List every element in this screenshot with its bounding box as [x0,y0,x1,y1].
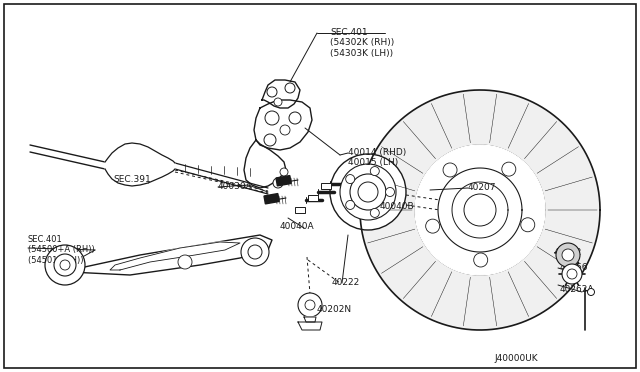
Text: SEC.401
(54302K (RH))
(54303K (LH)): SEC.401 (54302K (RH)) (54303K (LH)) [330,28,394,58]
Circle shape [280,125,290,135]
Circle shape [385,187,394,196]
Circle shape [415,145,545,275]
Circle shape [280,168,288,176]
Circle shape [562,264,582,284]
Bar [295,207,305,213]
Circle shape [426,219,440,233]
Circle shape [274,98,282,106]
Polygon shape [105,143,175,186]
Circle shape [264,134,276,146]
Circle shape [358,182,378,202]
Circle shape [330,154,406,230]
Polygon shape [110,242,240,270]
Circle shape [371,167,380,176]
Text: 40202N: 40202N [317,305,352,314]
Circle shape [285,83,295,93]
Circle shape [289,112,301,124]
Text: SEC.391: SEC.391 [113,175,151,184]
Text: 40014 (RHD)
40015 (LH): 40014 (RHD) 40015 (LH) [348,148,406,167]
Text: 40040B: 40040B [380,202,415,211]
Circle shape [350,174,386,210]
Circle shape [265,111,279,125]
Circle shape [178,255,192,269]
Circle shape [474,253,488,267]
Polygon shape [254,100,312,150]
Circle shape [443,163,457,177]
Circle shape [273,178,283,188]
Polygon shape [304,317,316,322]
Bar [321,183,331,189]
Circle shape [60,260,70,270]
Circle shape [45,245,85,285]
Text: J40000UK: J40000UK [494,354,538,363]
Circle shape [248,245,262,259]
Text: 40262: 40262 [554,248,582,257]
Circle shape [360,90,600,330]
Circle shape [556,243,580,267]
Circle shape [567,269,577,279]
Text: 40207: 40207 [468,183,497,192]
Polygon shape [262,80,300,108]
Circle shape [305,300,315,310]
Circle shape [346,201,355,209]
Polygon shape [58,235,272,275]
Polygon shape [244,140,286,188]
Text: 40040A: 40040A [280,222,315,231]
Circle shape [464,194,496,226]
Text: SEC.401
(54500+A (RH))
(54501  (LH)): SEC.401 (54500+A (RH)) (54501 (LH)) [28,235,95,265]
Bar [264,193,279,204]
Bar [276,176,291,186]
Circle shape [521,218,535,232]
Bar [308,195,318,201]
Circle shape [588,289,595,295]
Circle shape [346,174,355,183]
Circle shape [502,162,516,176]
Circle shape [241,238,269,266]
Text: 40030A: 40030A [218,182,253,191]
Circle shape [340,164,396,220]
Circle shape [562,249,574,261]
Circle shape [54,254,76,276]
Polygon shape [298,322,322,330]
Text: 40262A: 40262A [560,285,595,294]
Circle shape [267,87,277,97]
Circle shape [298,293,322,317]
Text: 40266: 40266 [560,263,589,272]
Text: 40222: 40222 [332,278,360,287]
Circle shape [371,208,380,217]
